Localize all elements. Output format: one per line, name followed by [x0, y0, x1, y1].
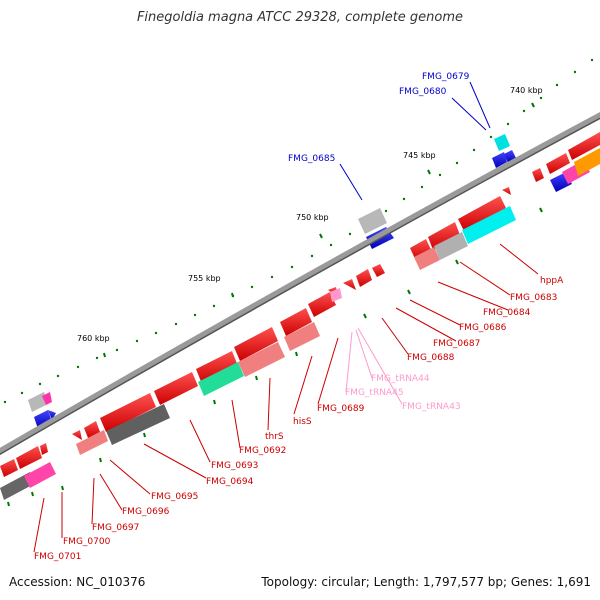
label-fmg0696[interactable]: FMG_0696 [122, 507, 170, 517]
label-fmg0701[interactable]: FMG_0701 [34, 552, 81, 562]
reverse-callouts [33, 243, 539, 553]
inner-tracks [0, 148, 600, 500]
label-fmg0686[interactable]: FMG_0686 [459, 323, 507, 333]
label-trna44[interactable]: FMG_tRNA44 [371, 374, 430, 384]
scale-label-740: 740 kbp [510, 86, 543, 95]
label-fmg0700[interactable]: FMG_0700 [63, 537, 111, 547]
scale-label-755: 755 kbp [188, 274, 221, 283]
label-fmg0693[interactable]: FMG_0693 [211, 461, 258, 471]
label-fmg0694[interactable]: FMG_0694 [206, 477, 254, 487]
accession-text: Accession: NC_010376 [9, 575, 146, 589]
genome-backbone [0, 111, 600, 455]
label-fmg0683[interactable]: FMG_0683 [510, 293, 557, 303]
label-fmg0692[interactable]: FMG_0692 [239, 446, 286, 456]
label-fmg0684[interactable]: FMG_0684 [483, 308, 531, 318]
scale-label-745: 745 kbp [403, 151, 436, 160]
scale-ticks [103, 102, 535, 358]
forward-callouts [339, 81, 491, 201]
topology-text: Topology: circular; Length: 1,797,577 bp… [261, 575, 591, 589]
reverse-genes [0, 132, 600, 477]
label-trna43[interactable]: FMG_tRNA43 [402, 402, 461, 412]
scale-dots [3, 58, 594, 404]
label-fmg0680[interactable]: FMG_0680 [399, 87, 447, 97]
scale-label-760: 760 kbp [77, 334, 110, 343]
gene-fmg0680 [492, 152, 507, 168]
label-fmg0695[interactable]: FMG_0695 [151, 492, 198, 502]
label-hiss[interactable]: hisS [293, 417, 312, 427]
gene-fmg0685 [358, 208, 387, 234]
trna-callouts [345, 327, 403, 405]
label-hppa[interactable]: hppA [540, 276, 564, 286]
label-fmg0689[interactable]: FMG_0689 [317, 404, 365, 414]
forward-genes [28, 134, 516, 429]
label-fmg0679[interactable]: FMG_0679 [422, 72, 470, 82]
inner-dots [7, 207, 543, 507]
scale-label-750: 750 kbp [296, 213, 329, 222]
label-fmg0685[interactable]: FMG_0685 [288, 154, 335, 164]
label-fmg0697[interactable]: FMG_0697 [92, 523, 139, 533]
label-trna45[interactable]: FMG_tRNA45 [345, 388, 404, 398]
gene-fmg0679 [494, 134, 510, 151]
label-fmg0687[interactable]: FMG_0687 [433, 339, 480, 349]
label-thrs[interactable]: thrS [265, 432, 284, 442]
map-title: Finegoldia magna ATCC 29328, complete ge… [136, 10, 464, 25]
label-fmg0688[interactable]: FMG_0688 [407, 353, 455, 363]
